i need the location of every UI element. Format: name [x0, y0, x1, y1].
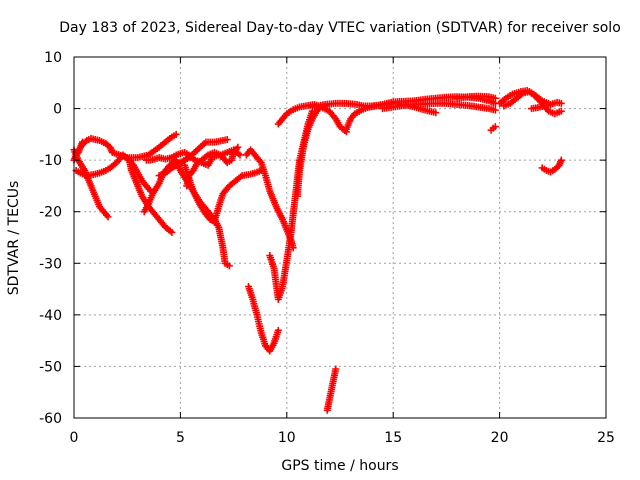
- x-axis-label: GPS time / hours: [281, 458, 398, 474]
- y-tick-label: -60: [39, 411, 62, 427]
- series-arc-6: [125, 156, 176, 236]
- series-arc-13: [210, 166, 265, 226]
- y-axis-label: SDTVAR / TECUs: [6, 181, 22, 296]
- series-arc-18: [293, 102, 329, 200]
- data-point: [332, 365, 340, 373]
- data-point: [432, 109, 440, 117]
- plot-frame: [73, 56, 607, 419]
- grid: [74, 57, 606, 418]
- data-point: [104, 213, 112, 221]
- plot-area: [70, 87, 565, 414]
- series-arc-23: [453, 92, 499, 102]
- data-point: [168, 228, 176, 236]
- data-point: [223, 136, 231, 144]
- x-tick-label: 20: [491, 430, 509, 446]
- y-tick-label: -20: [39, 205, 62, 221]
- y-tick-label: -30: [39, 256, 62, 272]
- y-tick-label: 10: [44, 50, 62, 66]
- series-arc-28: [538, 156, 565, 176]
- series-arc-29: [323, 365, 340, 414]
- series-arc-4: [72, 151, 133, 180]
- y-tick-label: -10: [39, 153, 62, 169]
- data-point: [81, 138, 89, 146]
- data-point: [225, 262, 233, 270]
- series-arc-27: [528, 98, 565, 113]
- data-point: [274, 326, 282, 334]
- chart-title: Day 183 of 2023, Sidereal Day-to-day VTE…: [59, 20, 621, 36]
- data-point: [491, 94, 499, 102]
- series-arc-26: [500, 88, 553, 110]
- x-tick-label: 0: [70, 430, 79, 446]
- y-tick-label: -40: [39, 308, 62, 324]
- series-arc-22: [379, 99, 499, 114]
- x-tick-label: 10: [278, 430, 296, 446]
- series-arc-24: [487, 123, 499, 134]
- series-arc-15: [244, 282, 282, 355]
- data-point: [557, 99, 565, 107]
- series-arc-11: [183, 146, 244, 190]
- data-point: [234, 143, 242, 151]
- x-tick-label: 5: [176, 430, 185, 446]
- data-point: [557, 107, 565, 115]
- data-point: [172, 130, 180, 138]
- data-point: [491, 123, 499, 131]
- data-point: [557, 156, 565, 164]
- x-tick-label: 15: [384, 430, 402, 446]
- data-point: [236, 151, 244, 159]
- axis-ticks: 0 5 10 15 20 25 -60 -50 -40 -30 -20 -10 0 10: [39, 50, 615, 446]
- x-tick-label: 25: [597, 430, 615, 446]
- series-arc-3: [79, 130, 180, 162]
- y-tick-label: 0: [53, 102, 62, 118]
- series-arc-9: [155, 136, 231, 180]
- data-point: [491, 106, 499, 114]
- series-arc-14: [242, 146, 297, 252]
- y-tick-label: -50: [39, 359, 62, 375]
